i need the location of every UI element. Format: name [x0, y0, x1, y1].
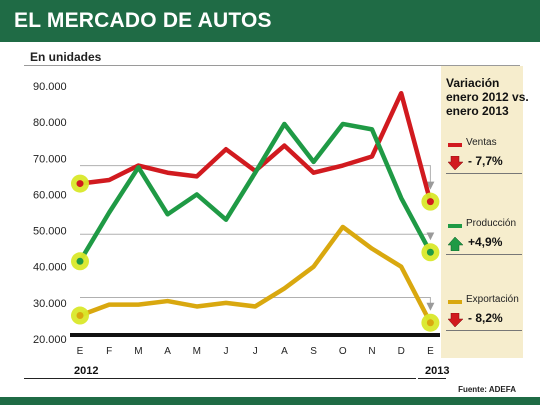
- legend-swatch-produccion: [448, 224, 462, 228]
- legend-divider: [446, 254, 522, 255]
- x-tick-label: E: [427, 346, 434, 357]
- y-tick-label: 90.000: [33, 81, 67, 93]
- legend-divider: [446, 173, 522, 174]
- guide-line: [80, 232, 435, 241]
- x-tick-label: F: [106, 346, 112, 357]
- panel-title-line-2: enero 2012 vs.: [446, 90, 529, 104]
- x-tick-label: S: [310, 346, 317, 357]
- x-tick-label: J: [224, 346, 229, 357]
- legend-divider: [446, 330, 522, 331]
- year-label-2013: 2013: [425, 365, 450, 377]
- guide-line: [80, 297, 435, 311]
- legend-label-ventas: Ventas: [466, 137, 497, 148]
- x-tick-label: D: [398, 346, 405, 357]
- x-tick-label: N: [368, 346, 375, 357]
- panel-title: Variación enero 2012 vs. enero 2013: [446, 76, 529, 118]
- x-tick-label: A: [281, 346, 288, 357]
- x-axis-line: [70, 333, 440, 337]
- year-rule-2013: [418, 378, 446, 379]
- y-tick-label: 20.000: [33, 334, 67, 346]
- series-line-2: [77, 224, 433, 325]
- y-tick-label: 40.000: [33, 262, 67, 274]
- legend-change-exportacion: - 8,2%: [468, 311, 503, 325]
- footer-bar: [0, 397, 540, 405]
- series-line-1: [77, 121, 433, 264]
- arrow-down-icon: [448, 156, 464, 170]
- data-point: [76, 312, 84, 320]
- legend-change-produccion: +4,9%: [468, 235, 503, 249]
- panel-title-line-1: Variación: [446, 76, 500, 90]
- chart-title: EL MERCADO DE AUTOS: [14, 9, 272, 32]
- legend-swatch-ventas: [448, 143, 462, 147]
- y-tick-label: 80.000: [33, 117, 67, 129]
- x-tick-label: M: [134, 346, 142, 357]
- y-tick-label: 50.000: [33, 226, 67, 238]
- legend-change-ventas: - 7,7%: [468, 154, 503, 168]
- header-bar: EL MERCADO DE AUTOS: [0, 0, 540, 42]
- x-tick-label: J: [253, 346, 258, 357]
- data-point: [76, 257, 84, 265]
- legend-label-exportacion: Exportación: [466, 294, 519, 305]
- data-point: [426, 248, 434, 256]
- legend-swatch-exportacion: [448, 300, 462, 304]
- guide-lines: [80, 165, 435, 311]
- y-tick-label: 60.000: [33, 189, 67, 201]
- y-tick-label: 30.000: [33, 298, 67, 310]
- highlight-points: [71, 174, 440, 332]
- series-lines: [77, 90, 433, 325]
- chart-subtitle: En unidades: [30, 50, 102, 64]
- subtitle-divider: [24, 65, 520, 66]
- x-tick-label: E: [77, 346, 84, 357]
- guide-line: [80, 165, 435, 190]
- x-tick-label: O: [339, 346, 347, 357]
- legend-label-produccion: Producción: [466, 218, 517, 229]
- year-label-2012: 2012: [74, 365, 99, 377]
- y-axis-ticks: 90.000 80.000 70.000 60.000 50.000 40.000 30.0…: [33, 81, 67, 346]
- panel-title-line-3: enero 2013: [446, 104, 509, 118]
- arrow-up-icon: [448, 237, 464, 251]
- y-tick-label: 70.000: [33, 153, 67, 165]
- arrow-down-icon: [448, 313, 464, 327]
- x-axis: [70, 333, 440, 337]
- year-rule-2012: [24, 378, 416, 379]
- variation-panel: [441, 66, 523, 358]
- x-tick-label: A: [164, 346, 171, 357]
- data-point: [426, 319, 434, 327]
- data-point: [426, 198, 434, 206]
- data-point: [76, 180, 84, 188]
- x-tick-label: M: [193, 346, 201, 357]
- source-note: Fuente: ADEFA: [458, 385, 516, 394]
